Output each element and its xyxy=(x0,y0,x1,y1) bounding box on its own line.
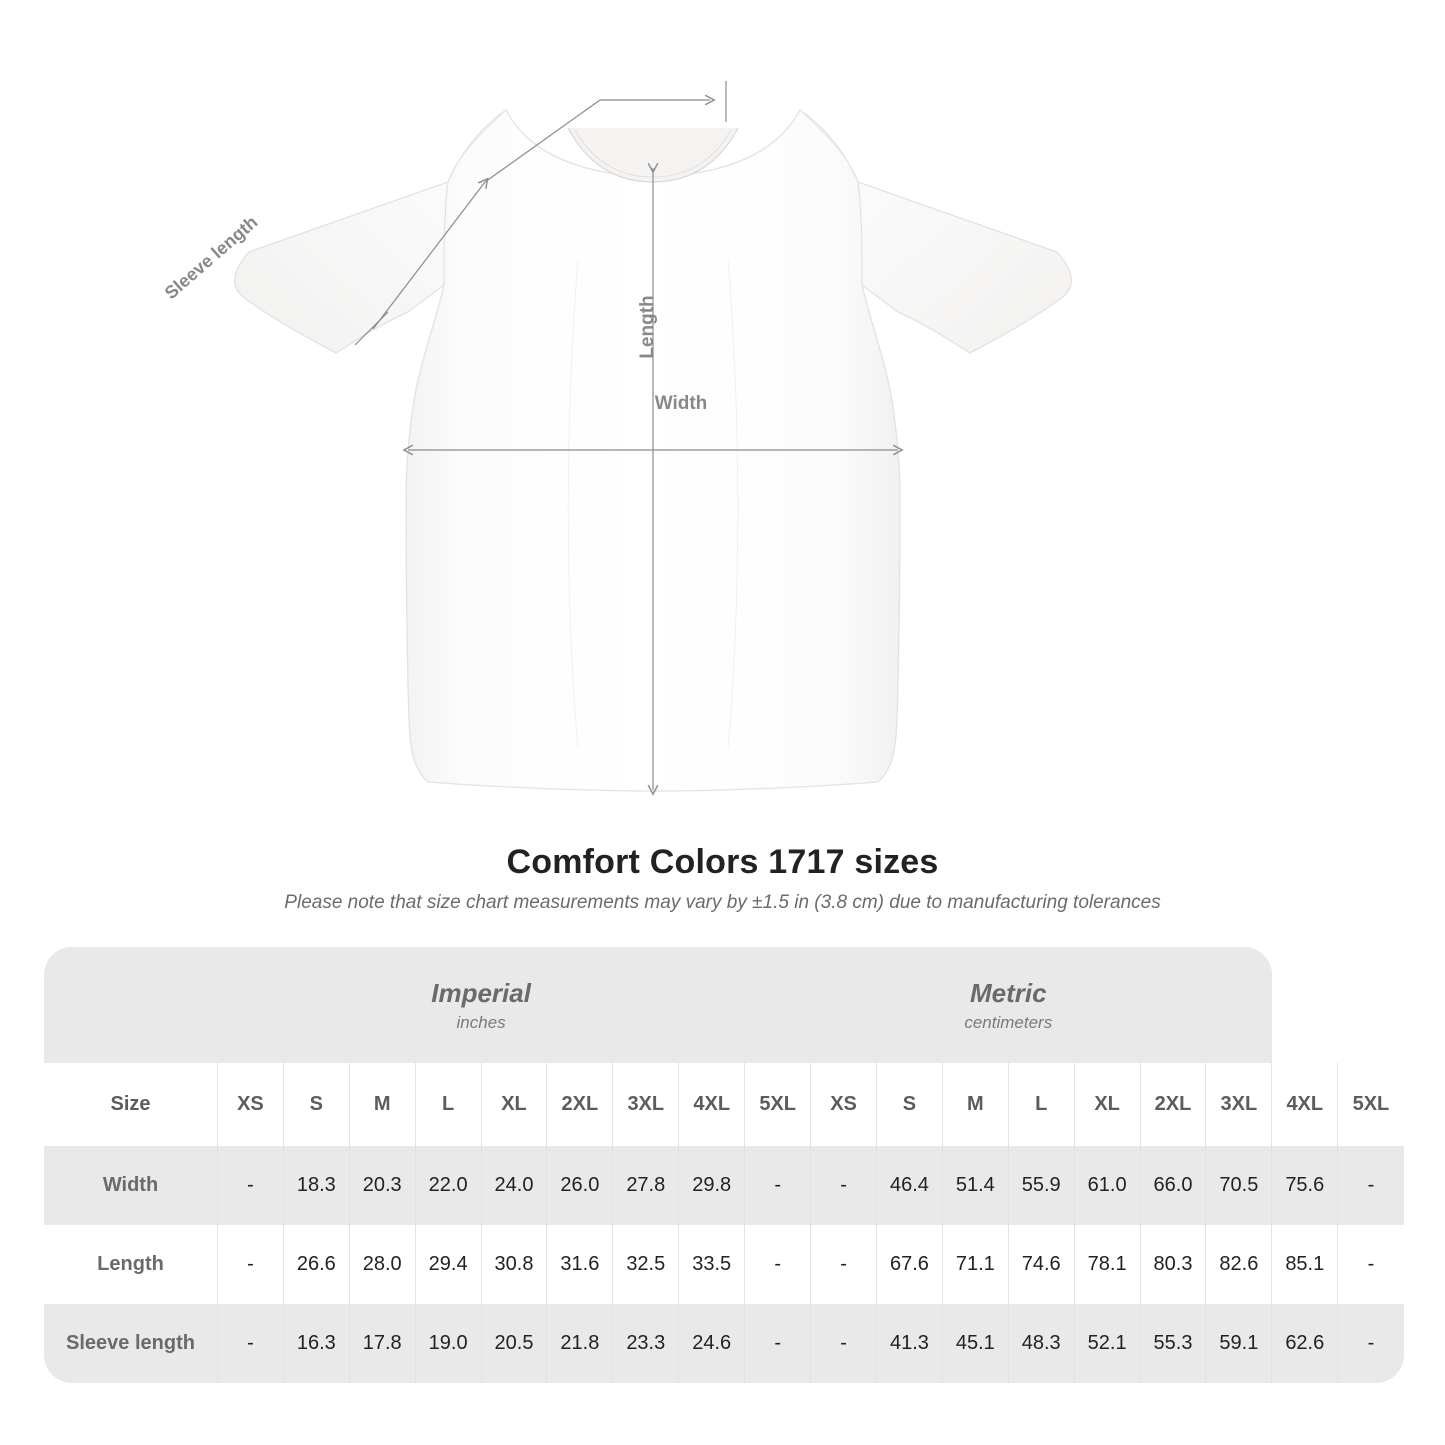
svg-text:Width: Width xyxy=(655,393,708,414)
svg-text:Length: Length xyxy=(637,295,658,358)
